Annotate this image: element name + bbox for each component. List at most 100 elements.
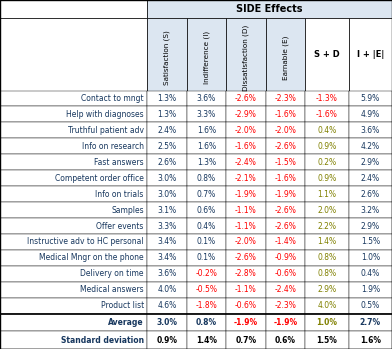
Text: Info on research: Info on research [82, 142, 144, 151]
Bar [348, 18, 392, 90]
Bar [265, 154, 305, 170]
Bar [147, 170, 187, 186]
Text: Satisfaction (S): Satisfaction (S) [163, 30, 170, 85]
Bar [265, 331, 305, 349]
Bar [0, 90, 147, 106]
Bar [265, 314, 305, 331]
Text: 1.0%: 1.0% [316, 318, 337, 327]
Bar [0, 250, 147, 266]
Text: -0.9%: -0.9% [274, 253, 296, 262]
Bar [147, 186, 187, 202]
Text: -2.1%: -2.1% [235, 174, 257, 183]
Text: 0.8%: 0.8% [197, 174, 216, 183]
Text: 0.9%: 0.9% [317, 174, 336, 183]
Text: -2.0%: -2.0% [274, 126, 296, 135]
Text: 3.4%: 3.4% [157, 253, 176, 262]
Text: 2.9%: 2.9% [361, 158, 380, 167]
Bar [348, 106, 392, 122]
Text: 1.5%: 1.5% [316, 336, 337, 345]
Bar [226, 331, 265, 349]
Text: 0.7%: 0.7% [197, 190, 216, 199]
Text: 1.0%: 1.0% [361, 253, 380, 262]
Text: Medical answers: Medical answers [80, 285, 144, 294]
Text: Medical Mngr on the phone: Medical Mngr on the phone [39, 253, 144, 262]
Text: 1.4%: 1.4% [196, 336, 217, 345]
Bar [226, 218, 265, 234]
Bar [265, 90, 305, 106]
Text: -2.6%: -2.6% [274, 142, 296, 151]
Bar [0, 282, 147, 298]
Bar [147, 0, 392, 18]
Text: 4.2%: 4.2% [361, 142, 380, 151]
Text: Truthful patient adv: Truthful patient adv [68, 126, 144, 135]
Bar [348, 250, 392, 266]
Text: -2.4%: -2.4% [274, 285, 296, 294]
Text: 5.9%: 5.9% [361, 94, 380, 103]
Bar [226, 122, 265, 139]
Text: 1.6%: 1.6% [360, 336, 381, 345]
Text: 0.6%: 0.6% [197, 206, 216, 215]
Bar [265, 202, 305, 218]
Text: 2.0%: 2.0% [317, 206, 336, 215]
Bar [305, 266, 348, 282]
Bar [265, 250, 305, 266]
Bar [348, 331, 392, 349]
Text: 1.6%: 1.6% [197, 126, 216, 135]
Bar [147, 298, 187, 314]
Bar [226, 106, 265, 122]
Text: 1.3%: 1.3% [197, 158, 216, 167]
Text: S + D: S + D [314, 50, 340, 59]
Text: -1.1%: -1.1% [235, 222, 257, 231]
Text: Fast answers: Fast answers [94, 158, 144, 167]
Bar [265, 18, 305, 90]
Bar [226, 298, 265, 314]
Text: 3.2%: 3.2% [361, 206, 380, 215]
Text: 1.5%: 1.5% [361, 237, 380, 246]
Text: 2.9%: 2.9% [317, 285, 336, 294]
Bar [348, 154, 392, 170]
Bar [147, 18, 187, 90]
Text: 2.5%: 2.5% [157, 142, 176, 151]
Bar [226, 170, 265, 186]
Bar [187, 298, 226, 314]
Text: 1.1%: 1.1% [317, 190, 336, 199]
Bar [0, 314, 147, 331]
Text: -0.5%: -0.5% [195, 285, 217, 294]
Text: 4.6%: 4.6% [157, 301, 176, 310]
Text: -2.9%: -2.9% [235, 110, 257, 119]
Bar [265, 266, 305, 282]
Bar [305, 154, 348, 170]
Bar [0, 186, 147, 202]
Text: 0.1%: 0.1% [197, 237, 216, 246]
Text: 2.9%: 2.9% [361, 222, 380, 231]
Text: 2.4%: 2.4% [361, 174, 380, 183]
Bar [0, 0, 147, 18]
Text: -1.8%: -1.8% [195, 301, 217, 310]
Bar [305, 186, 348, 202]
Bar [348, 202, 392, 218]
Bar [147, 282, 187, 298]
Bar [187, 314, 226, 331]
Bar [265, 106, 305, 122]
Bar [265, 234, 305, 250]
Text: 0.8%: 0.8% [317, 269, 336, 279]
Text: 3.0%: 3.0% [157, 190, 176, 199]
Text: 0.9%: 0.9% [156, 336, 177, 345]
Text: 2.6%: 2.6% [157, 158, 176, 167]
Text: Contact to mngt: Contact to mngt [81, 94, 144, 103]
Text: -2.3%: -2.3% [274, 301, 296, 310]
Bar [226, 186, 265, 202]
Bar [0, 266, 147, 282]
Bar [187, 106, 226, 122]
Bar [305, 90, 348, 106]
Text: -1.3%: -1.3% [316, 94, 338, 103]
Bar [226, 154, 265, 170]
Bar [265, 218, 305, 234]
Text: -2.6%: -2.6% [274, 222, 296, 231]
Text: 0.4%: 0.4% [317, 126, 336, 135]
Text: Average: Average [108, 318, 144, 327]
Bar [187, 250, 226, 266]
Bar [147, 90, 187, 106]
Text: 2.4%: 2.4% [157, 126, 176, 135]
Bar [305, 250, 348, 266]
